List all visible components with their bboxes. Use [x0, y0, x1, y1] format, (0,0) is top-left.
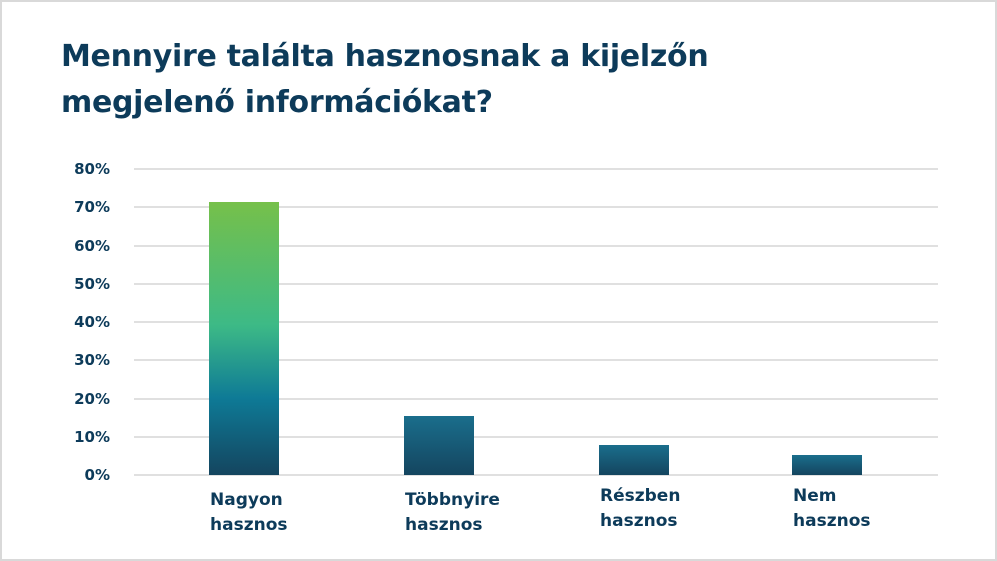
- bar-nem-hasznos: [792, 455, 862, 475]
- x-category-label: Nagyon hasznos: [210, 488, 288, 538]
- gridline: [134, 206, 938, 209]
- gridline: [134, 321, 938, 323]
- x-label-line-1: Részben: [600, 486, 681, 506]
- y-tick-label: 40%: [74, 313, 110, 331]
- gridline: [134, 359, 938, 362]
- x-label-line-1: Többnyire: [405, 490, 500, 510]
- x-category-label: Részben hasznos: [600, 484, 680, 534]
- y-tick-label: 30%: [74, 351, 110, 370]
- gridline: [134, 435, 938, 438]
- bar-nagyon-hasznos: [209, 201, 279, 475]
- title-line-2: megjelenő információkat?: [61, 85, 493, 120]
- x-label-line-2: hasznos: [405, 515, 483, 535]
- gridline: [134, 282, 938, 285]
- title-line-1: Mennyire találta hasznosnak a kijelzőn: [61, 39, 709, 74]
- y-tick-label: 50%: [74, 274, 110, 293]
- x-category-label: Nem hasznos: [793, 484, 871, 534]
- gridline: [134, 397, 938, 400]
- gridline: [134, 168, 938, 170]
- gridline: [134, 244, 938, 247]
- y-tick-label: 70%: [74, 198, 110, 217]
- x-category-label: Többnyire hasznos: [405, 488, 500, 538]
- y-tick-label: 10%: [74, 427, 110, 446]
- x-label-line-2: hasznos: [210, 515, 288, 535]
- y-tick-label: 20%: [74, 389, 110, 408]
- chart-title: Mennyire találta hasznosnak a kijelzőn m…: [61, 34, 861, 126]
- x-label-line-1: Nagyon: [210, 490, 283, 510]
- x-label-line-2: hasznos: [793, 511, 871, 531]
- x-label-line-2: hasznos: [600, 511, 678, 531]
- y-tick-label: 80%: [74, 160, 110, 178]
- x-label-line-1: Nem: [793, 486, 837, 506]
- gridline: [134, 474, 938, 476]
- y-tick-label: 60%: [74, 236, 110, 255]
- bar-többnyire-hasznos: [404, 416, 474, 475]
- y-tick-label: 0%: [84, 466, 110, 484]
- bar-részben-hasznos: [599, 445, 669, 475]
